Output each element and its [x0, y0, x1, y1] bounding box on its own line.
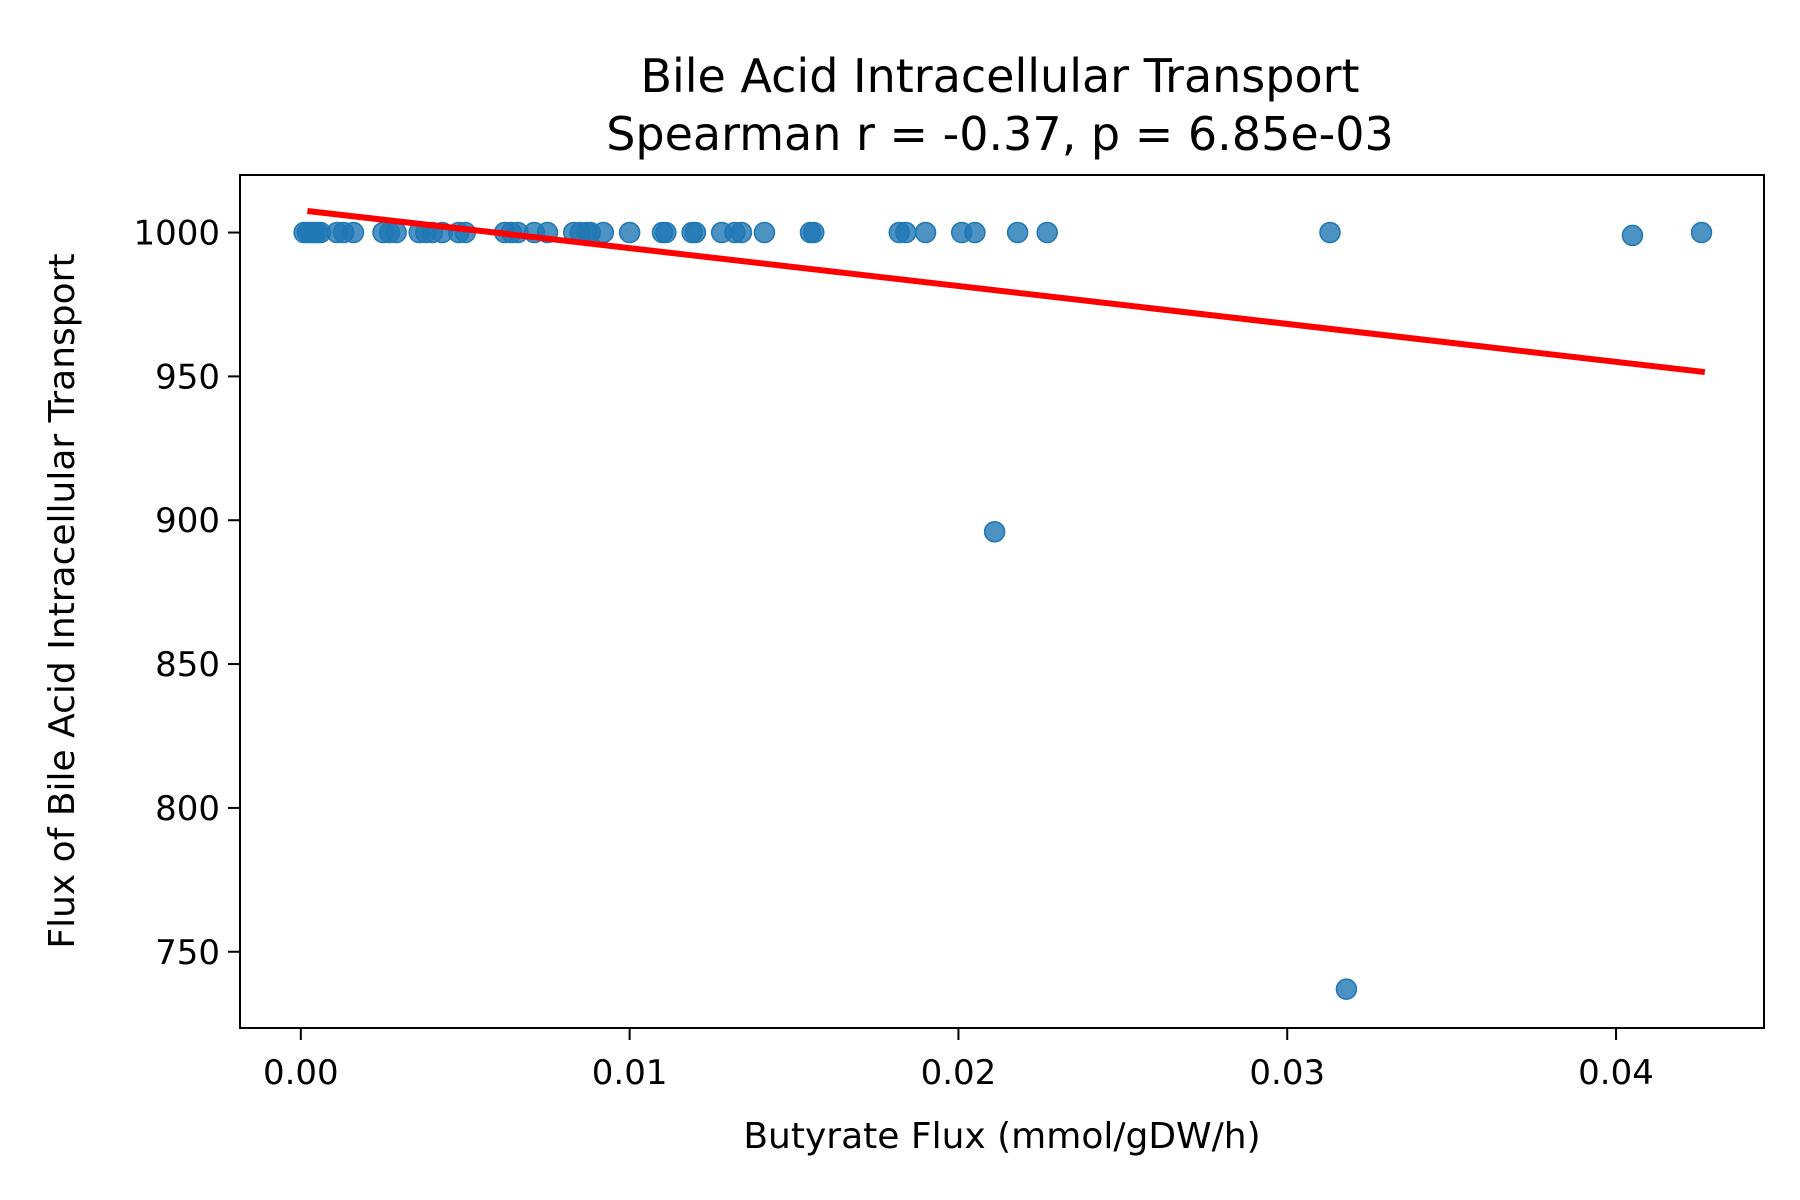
x-axis-ticks: 0.00 0.01 0.02 0.03 0.04 — [263, 1028, 1654, 1093]
data-point — [684, 221, 707, 244]
x-axis-label: Butyrate Flux (mmol/gDW/h) — [743, 1116, 1260, 1157]
x-tick-label: 0.01 — [592, 1053, 668, 1093]
regression-line — [307, 207, 1706, 376]
data-point — [618, 221, 641, 244]
data-point — [964, 221, 986, 244]
data-point — [1036, 221, 1058, 244]
data-point — [592, 221, 615, 244]
data-point — [1690, 221, 1713, 244]
data-point — [1319, 221, 1341, 244]
y-tick-label: 800 — [155, 789, 220, 829]
y-tick-label: 1000 — [133, 214, 220, 254]
x-tick-label: 0.03 — [1249, 1053, 1325, 1093]
y-tick-label: 850 — [155, 645, 220, 685]
data-point — [983, 520, 1006, 543]
data-point — [1006, 221, 1029, 244]
data-point — [914, 221, 937, 244]
data-point — [730, 221, 753, 244]
data-points — [293, 221, 1713, 1000]
chart-title: Bile Acid Intracellular Transport — [640, 49, 1359, 103]
y-axis-label: Flux of Bile Acid Intracellular Transpor… — [42, 253, 83, 948]
x-tick-label: 0.04 — [1578, 1053, 1654, 1093]
y-axis-ticks: 750 800 850 900 950 1000 — [133, 214, 240, 973]
x-tick-label: 0.00 — [263, 1053, 339, 1093]
data-point — [895, 221, 917, 244]
y-tick-label: 950 — [155, 357, 220, 397]
chart-subtitle: Spearman r = -0.37, p = 6.85e-03 — [606, 107, 1394, 161]
x-tick-label: 0.02 — [921, 1053, 997, 1093]
plot-frame — [239, 174, 1765, 1029]
y-tick-label: 900 — [155, 501, 220, 541]
data-point — [655, 221, 677, 244]
data-point — [342, 221, 365, 244]
data-point — [1621, 224, 1644, 247]
data-point — [1335, 978, 1358, 1000]
data-point — [753, 221, 776, 244]
y-tick-label: 750 — [155, 933, 220, 973]
data-point — [385, 221, 407, 244]
data-point — [803, 221, 825, 244]
